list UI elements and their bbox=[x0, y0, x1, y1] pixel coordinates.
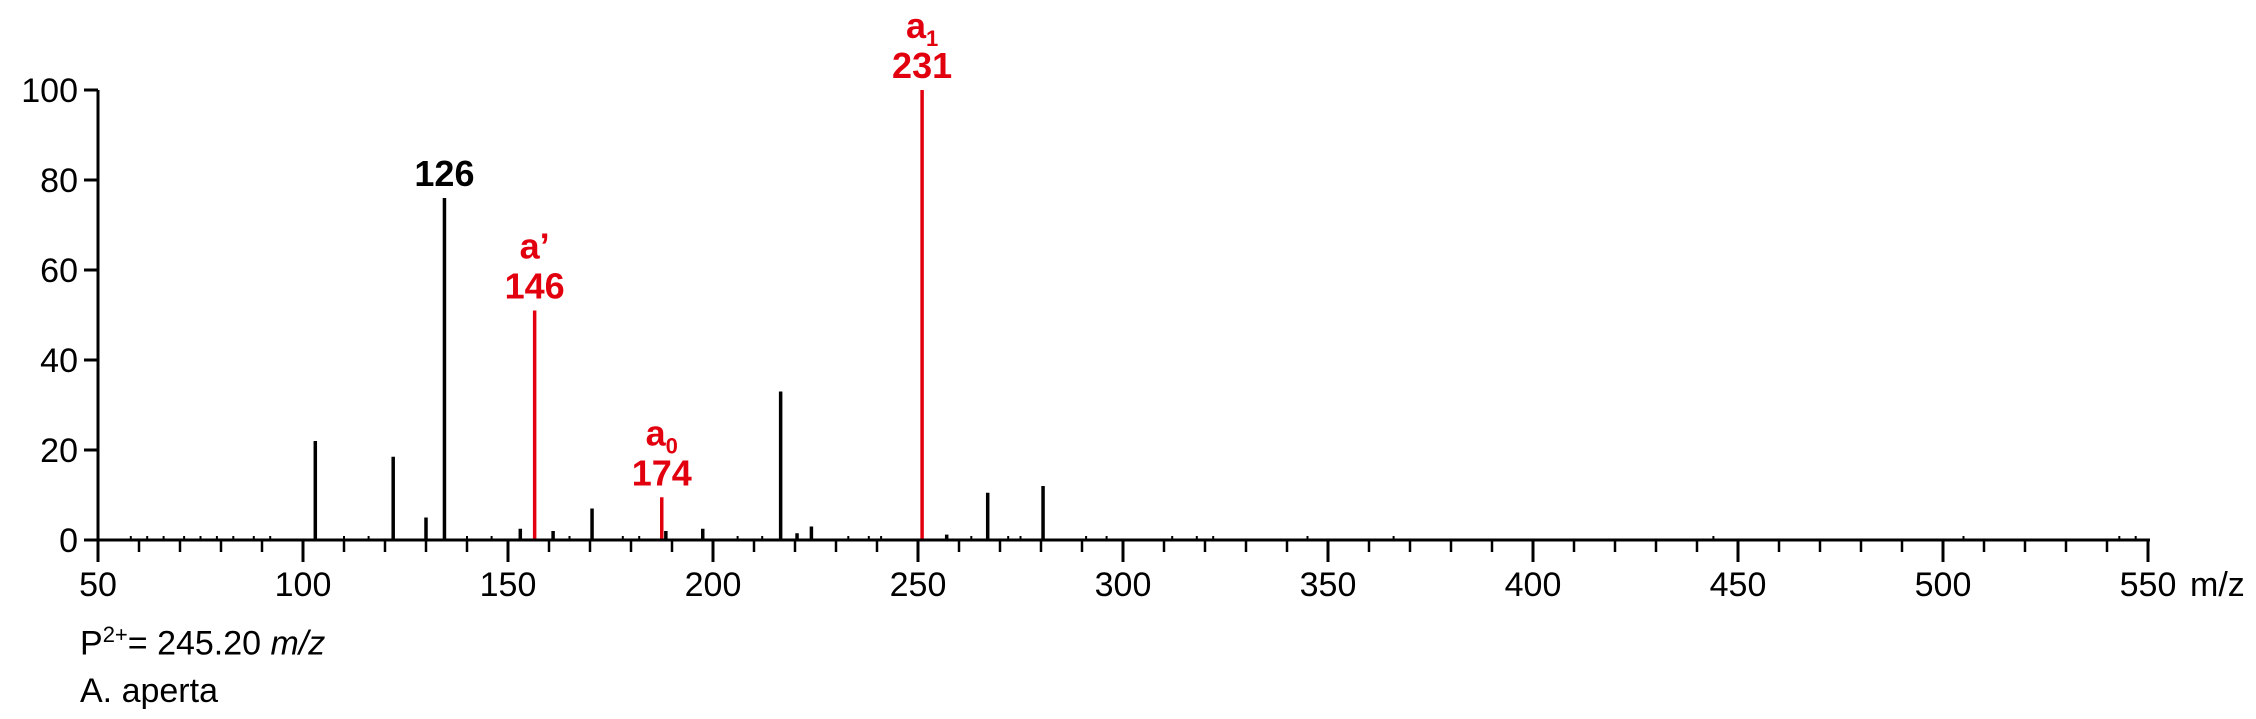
peak-annotation-subscript: 0 bbox=[666, 433, 678, 458]
precursor-prefix: P bbox=[80, 624, 103, 663]
x-tick-label: 300 bbox=[1095, 566, 1152, 604]
y-tick-label: 20 bbox=[40, 432, 78, 470]
x-tick-label: 400 bbox=[1505, 566, 1562, 604]
precursor-unit: m/z bbox=[270, 624, 326, 663]
precursor-info: P2+= 245.20 m/z bbox=[80, 622, 325, 663]
peaks-layer bbox=[129, 90, 2137, 540]
peak-annotation: 126 bbox=[414, 153, 474, 194]
x-tick-label: 50 bbox=[79, 566, 117, 604]
axes-layer: 0 20 40 60 80 100 50 100 150 200 250 300 350 400 450 50… bbox=[21, 72, 2245, 604]
peak-annotation: 174 bbox=[632, 452, 692, 493]
x-tick-label: 150 bbox=[480, 566, 537, 604]
x-tick-label: 250 bbox=[890, 566, 947, 604]
y-tick-label: 40 bbox=[40, 342, 78, 380]
x-tick-label: 450 bbox=[1710, 566, 1767, 604]
y-tick-label: 80 bbox=[40, 162, 78, 200]
peak-annotation: a’ bbox=[520, 226, 550, 267]
x-tick-label: 100 bbox=[275, 566, 332, 604]
peak-annotation: a0 bbox=[646, 412, 678, 458]
x-tick-label: 350 bbox=[1300, 566, 1357, 604]
precursor-value: = 245.20 bbox=[127, 624, 271, 663]
species-label: A. aperta bbox=[80, 672, 218, 710]
peak-annotation: 231 bbox=[892, 45, 952, 86]
y-tick-label: 100 bbox=[21, 72, 78, 110]
x-tick-label: 200 bbox=[685, 566, 742, 604]
x-tick-label: 550 bbox=[2120, 566, 2177, 604]
x-unit-label: m/z bbox=[2190, 566, 2245, 604]
precursor-charge: 2+ bbox=[102, 622, 128, 647]
peak-annotation-subscript: 1 bbox=[926, 26, 938, 51]
x-tick-label: 500 bbox=[1915, 566, 1972, 604]
y-tick-label: 60 bbox=[40, 252, 78, 290]
peak-annotation: 146 bbox=[505, 266, 565, 307]
y-tick-label: 0 bbox=[59, 522, 78, 560]
